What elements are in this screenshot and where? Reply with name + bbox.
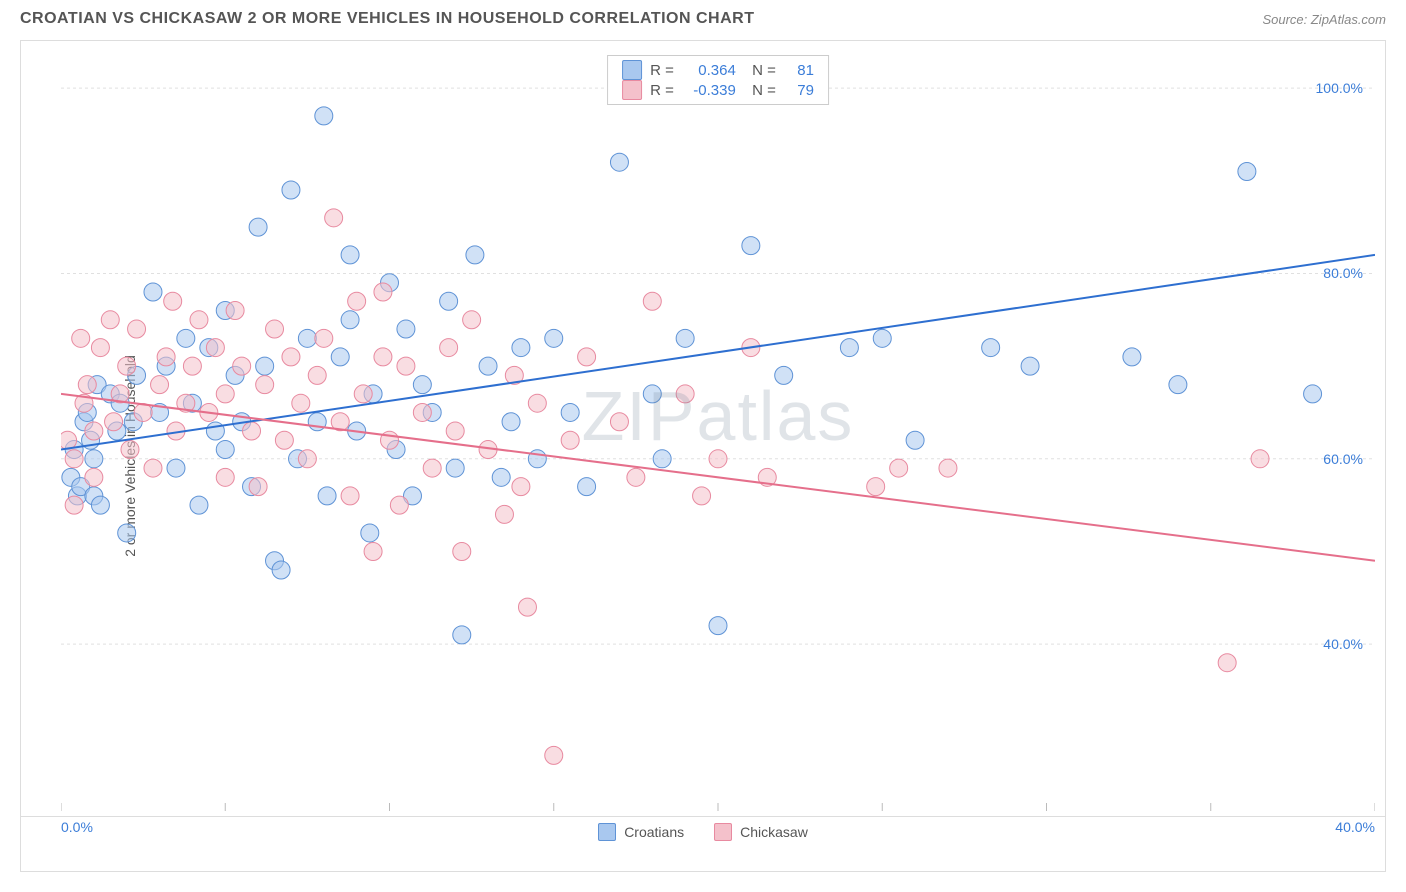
stats-r-value: 0.364: [682, 62, 736, 79]
source-attribution: Source: ZipAtlas.com: [1262, 12, 1386, 27]
footer-legend: Croatians Chickasaw: [21, 816, 1385, 871]
chart-title: CROATIAN VS CHICKASAW 2 OR MORE VEHICLES…: [20, 10, 754, 28]
stats-n-value: 81: [784, 62, 814, 79]
stats-row-croatians: R = 0.364 N = 81: [622, 60, 814, 80]
stats-n-value: 79: [784, 82, 814, 99]
legend-label: Croatians: [624, 824, 684, 840]
stats-r-value: -0.339: [682, 82, 736, 99]
legend-item-croatians: Croatians: [598, 823, 684, 841]
stats-n-label: N =: [744, 62, 776, 79]
stats-r-label: R =: [650, 62, 674, 79]
plot-area: ZIPatlas R = 0.364 N = 81 R = -0.339 N =…: [61, 51, 1375, 811]
y-tick-label: 100.0%: [1316, 80, 1363, 96]
swatch-croatians-icon: [598, 823, 616, 841]
y-tick-label: 80.0%: [1323, 265, 1363, 281]
y-tick-label: 60.0%: [1323, 451, 1363, 467]
y-tick-label: 40.0%: [1323, 636, 1363, 652]
legend-item-chickasaw: Chickasaw: [714, 823, 808, 841]
stats-r-label: R =: [650, 82, 674, 99]
stats-n-label: N =: [744, 82, 776, 99]
stats-row-chickasaw: R = -0.339 N = 79: [622, 80, 814, 100]
legend-label: Chickasaw: [740, 824, 808, 840]
stats-legend-box: R = 0.364 N = 81 R = -0.339 N = 79: [607, 55, 829, 105]
swatch-chickasaw-icon: [622, 80, 642, 100]
chart-container: 2 or more Vehicles in Household ZIPatlas…: [20, 40, 1386, 872]
scatter-svg: [61, 51, 1375, 811]
swatch-croatians-icon: [622, 60, 642, 80]
source-name: ZipAtlas.com: [1311, 12, 1386, 27]
source-label: Source:: [1262, 12, 1310, 27]
swatch-chickasaw-icon: [714, 823, 732, 841]
